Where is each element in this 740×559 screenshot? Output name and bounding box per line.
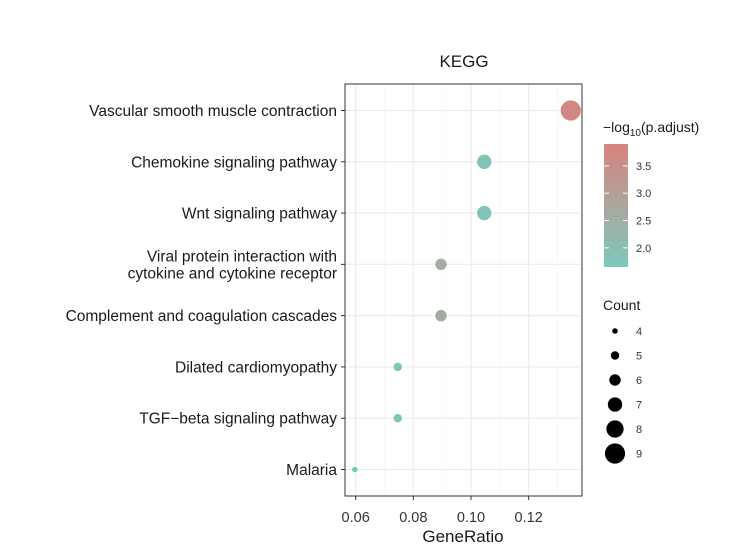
color-legend-title-prefix: −log [603, 119, 630, 135]
y-tick-label-line: Dilated cardiomyopathy [175, 359, 337, 376]
size-legend-keys: 4 5 6 7 8 9 [604, 326, 642, 464]
data-point [352, 466, 358, 473]
y-tick-label: Malaria [286, 462, 337, 479]
y-tick-label-line: Wnt signaling pathway [182, 206, 337, 223]
size-key-label: 6 [636, 375, 642, 387]
y-tick-label-line: Malaria [286, 462, 337, 479]
color-break-label: 2.0 [636, 243, 651, 255]
data-point [393, 362, 403, 372]
size-key-label: 5 [636, 351, 642, 363]
y-tick-label: Wnt signaling pathway [182, 206, 337, 223]
grid [345, 84, 582, 496]
size-key-dot [612, 328, 618, 334]
data-point [477, 154, 492, 169]
color-break-label: 3.0 [636, 188, 651, 200]
x-tick-label: 0.06 [342, 510, 370, 526]
data-point [435, 258, 447, 271]
data-point [435, 309, 447, 322]
color-legend-title-subscript: 10 [630, 128, 642, 139]
color-bar [604, 144, 628, 267]
y-tick-label-line: cytokine and cytokine receptor [128, 265, 337, 282]
y-axis: Vascular smooth muscle contraction Chemok… [66, 103, 345, 479]
color-break-label: 2.5 [636, 216, 651, 228]
y-tick-label-line: Chemokine signaling pathway [131, 154, 337, 171]
x-tick-label: 0.10 [457, 510, 485, 526]
y-tick-label-line: TGF−beta signaling pathway [139, 411, 337, 428]
size-key-dot [609, 374, 621, 386]
size-legend: Count 4 5 6 7 8 9 [603, 297, 642, 464]
size-key-label: 7 [636, 400, 642, 412]
size-key-dot [606, 420, 624, 438]
size-key-dot [604, 443, 626, 464]
y-tick-label-line: Complement and coagulation cascades [66, 308, 338, 325]
size-key-label: 9 [636, 449, 642, 461]
y-tick-label: Chemokine signaling pathway [131, 154, 337, 171]
y-tick-label-line: Vascular smooth muscle contraction [89, 103, 337, 120]
color-break-label: 3.5 [636, 161, 651, 173]
color-legend-breaks: 2.0 2.5 3.0 3.5 [604, 161, 651, 255]
y-tick-label: Complement and coagulation cascades [66, 308, 338, 325]
size-key-dot [607, 397, 623, 412]
data-point [477, 205, 492, 221]
x-tick-label: 0.08 [399, 510, 427, 526]
x-tick-label: 0.12 [515, 510, 543, 526]
x-axis: 0.06 0.08 0.10 0.12 [342, 496, 543, 526]
chart-title: KEGG [439, 52, 488, 71]
data-points [352, 100, 581, 473]
color-legend-title: −log10(p.adjust) [603, 119, 699, 139]
y-tick-label-line: Viral protein interaction with [147, 248, 337, 265]
y-tick-label: Viral protein interaction with cytokine a… [128, 248, 337, 282]
x-axis-title: GeneRatio [422, 527, 503, 546]
plot-panel-border [344, 83, 583, 497]
size-key-label: 4 [636, 326, 642, 338]
y-tick-label: Dilated cardiomyopathy [175, 359, 337, 376]
color-legend-title-suffix: (p.adjust) [641, 119, 699, 135]
size-legend-title: Count [603, 297, 640, 313]
y-tick-label: TGF−beta signaling pathway [139, 411, 337, 428]
data-point [393, 413, 403, 423]
data-point [560, 100, 581, 121]
y-tick-label: Vascular smooth muscle contraction [89, 103, 337, 120]
color-legend: −log10(p.adjust) 2.0 2.5 3.0 3.5 [603, 119, 699, 267]
size-key-dot [610, 351, 620, 360]
size-key-label: 8 [636, 424, 642, 436]
